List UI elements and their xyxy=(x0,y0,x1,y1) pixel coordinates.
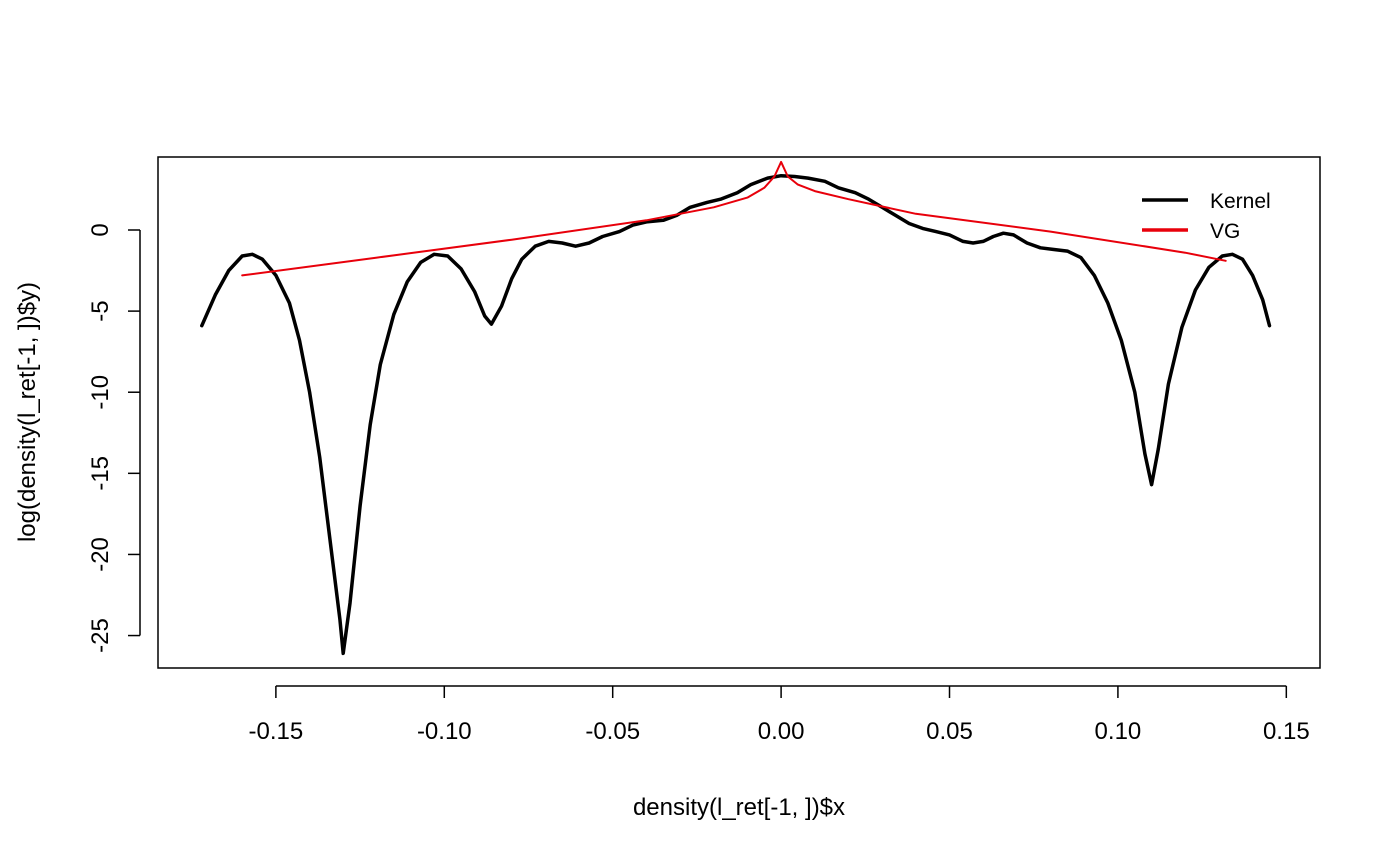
x-tick-label: -0.15 xyxy=(249,718,304,745)
y-tick-label: -20 xyxy=(87,537,114,572)
x-tick-label: 0.00 xyxy=(758,718,805,745)
x-tick-label: 0.15 xyxy=(1263,718,1310,745)
legend-label: VG xyxy=(1210,220,1240,243)
x-axis-title: density(l_ret[-1, ])$x xyxy=(633,794,845,821)
x-axis: -0.15 -0.10 -0.05 0.00 0.05 0.10 0.15 xyxy=(249,685,1310,745)
y-tick-label: 0 xyxy=(87,223,114,236)
x-tick-label: 0.05 xyxy=(926,718,973,745)
y-tick-label: -10 xyxy=(87,375,114,410)
series-line-vg xyxy=(241,160,1227,277)
series-layer xyxy=(200,160,1272,656)
y-tick-label: -25 xyxy=(87,618,114,653)
x-tick-label: -0.10 xyxy=(417,718,472,745)
y-axis: 0 -5 -10 -15 -20 -25 xyxy=(87,223,141,653)
y-axis-title: log(density(l_ret[-1, ])$y) xyxy=(14,282,41,542)
y-tick-label: -5 xyxy=(87,300,114,321)
x-tick-label: -0.05 xyxy=(585,718,640,745)
series-line-kernel xyxy=(200,173,1272,656)
y-tick-label: -15 xyxy=(87,456,114,491)
legend-label: Kernel xyxy=(1210,190,1271,213)
x-tick-label: 0.10 xyxy=(1095,718,1142,745)
plot-frame xyxy=(157,156,1321,669)
legend: Kernel VG xyxy=(1142,190,1271,243)
